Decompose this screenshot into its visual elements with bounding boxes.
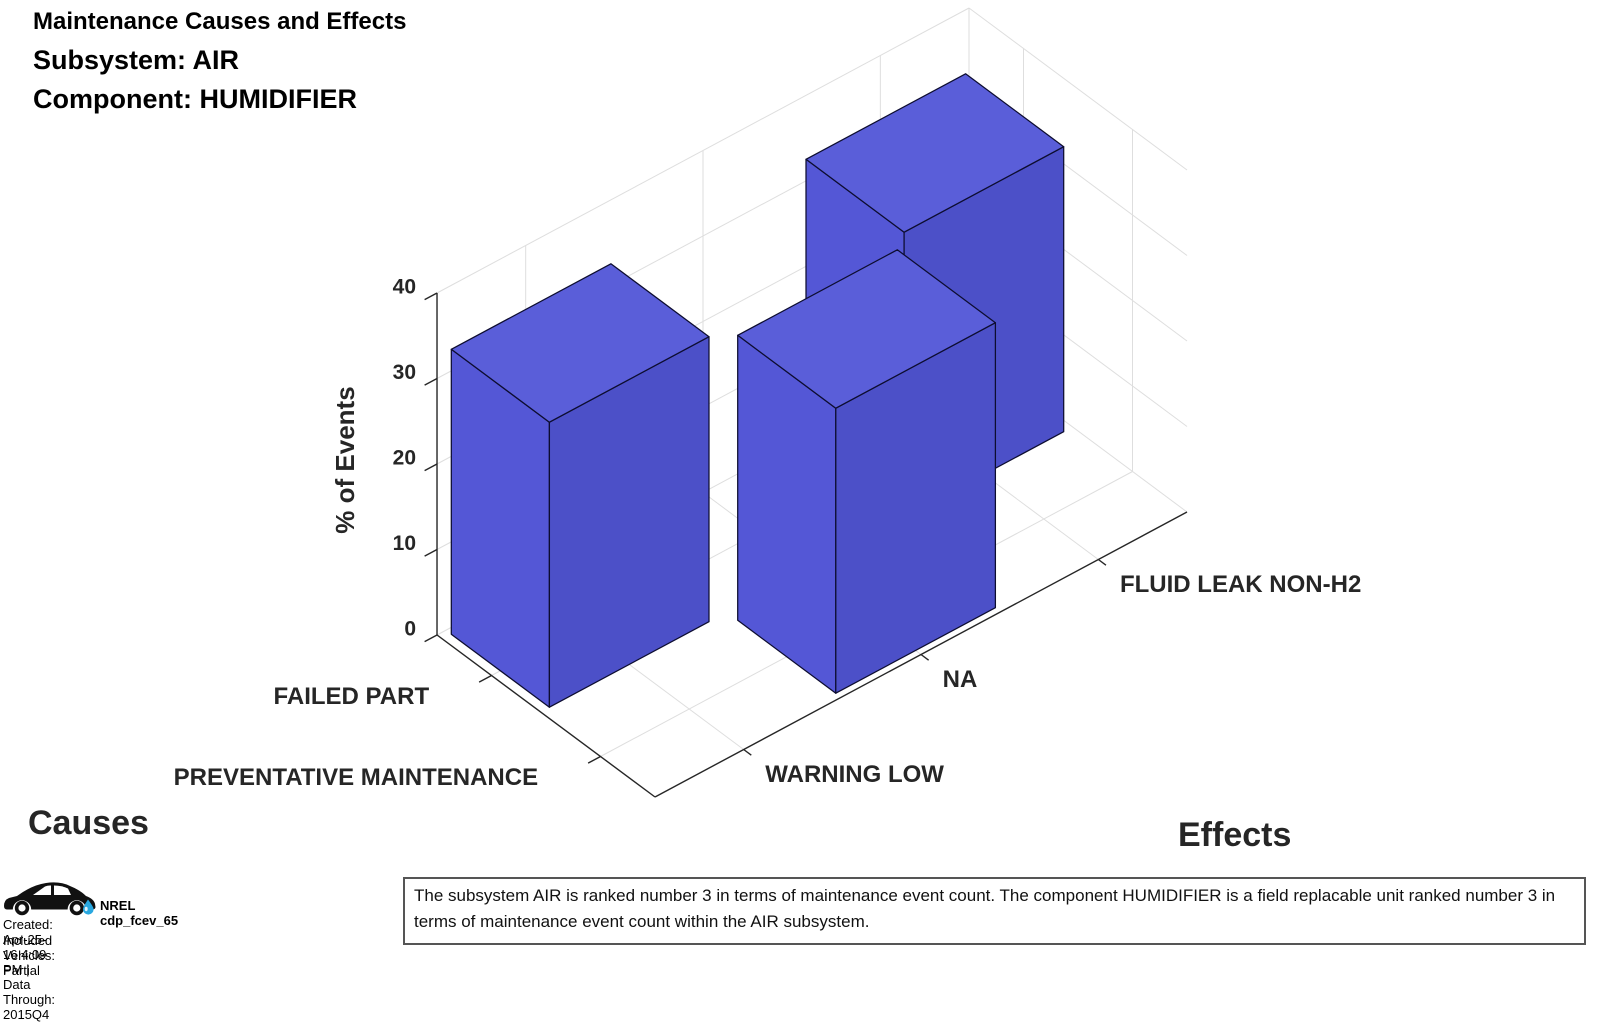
car-rear-window xyxy=(54,885,71,895)
bar-0-2-top-face xyxy=(805,73,1065,233)
car-front-hub xyxy=(18,904,26,912)
nrel-dataset-label: NREL cdp_fcev_65 xyxy=(100,898,179,928)
wall-grid-line-z xyxy=(968,7,1188,171)
z-tick xyxy=(424,548,438,557)
effect-tick xyxy=(743,748,752,756)
page: 0 10 20 30 40 FAILED PART PREVENTATIVE MAINTEN… xyxy=(3,7,1586,1022)
z-tick xyxy=(424,377,438,386)
subsystem-subtitle: Subsystem: AIR xyxy=(33,45,240,75)
z-tick xyxy=(424,634,438,643)
z-tick xyxy=(424,463,438,472)
z-tick-label: 20 xyxy=(393,447,416,470)
chart-title-block: Maintenance Causes and Effects Subsystem… xyxy=(33,10,406,113)
effects-axis-title: Effects xyxy=(1178,816,1291,854)
effect-category-label: WARNING LOW xyxy=(765,761,944,788)
car-icon xyxy=(4,882,96,910)
summary-caption-text: The subsystem AIR is ranked number 3 in … xyxy=(414,886,1556,931)
cause-tick xyxy=(478,674,492,683)
bar-1-1-top-face xyxy=(737,249,997,409)
3d-bar-chart: 0 10 20 30 40 FAILED PART PREVENTATIVE MAINTEN… xyxy=(28,7,1361,854)
z-tick-label: 40 xyxy=(393,276,416,299)
effect-tick xyxy=(920,653,930,661)
cause-category-label: FAILED PART xyxy=(274,683,430,710)
cause-category-label: PREVENTATIVE MAINTENANCE xyxy=(174,764,538,791)
chart-title: Maintenance Causes and Effects xyxy=(33,8,407,35)
causes-axis-line xyxy=(436,634,656,798)
nrel-car-logo xyxy=(4,882,96,916)
z-tick-label: 0 xyxy=(404,618,416,641)
effect-tick xyxy=(1097,558,1107,566)
water-drop-highlight xyxy=(84,906,88,912)
z-axis-title: % of Events xyxy=(330,386,360,533)
cause-tick xyxy=(587,755,601,764)
included-vehicles-note: Included Vehicles: Partial xyxy=(3,933,56,978)
z-tick xyxy=(424,292,438,301)
effect-category-label: NA xyxy=(943,666,978,693)
car-front-window xyxy=(33,885,51,895)
effect-category-label: FLUID LEAK NON-H2 xyxy=(1120,571,1361,598)
component-subtitle: Component: HUMIDIFIER xyxy=(33,84,357,114)
causes-axis-title: Causes xyxy=(28,804,149,842)
car-rear-hub xyxy=(73,904,81,912)
z-tick-label: 10 xyxy=(393,532,416,555)
bar-0-0-top-face xyxy=(450,263,710,423)
summary-caption-box: The subsystem AIR is ranked number 3 in … xyxy=(403,877,1586,945)
z-tick-label: 30 xyxy=(393,361,416,384)
